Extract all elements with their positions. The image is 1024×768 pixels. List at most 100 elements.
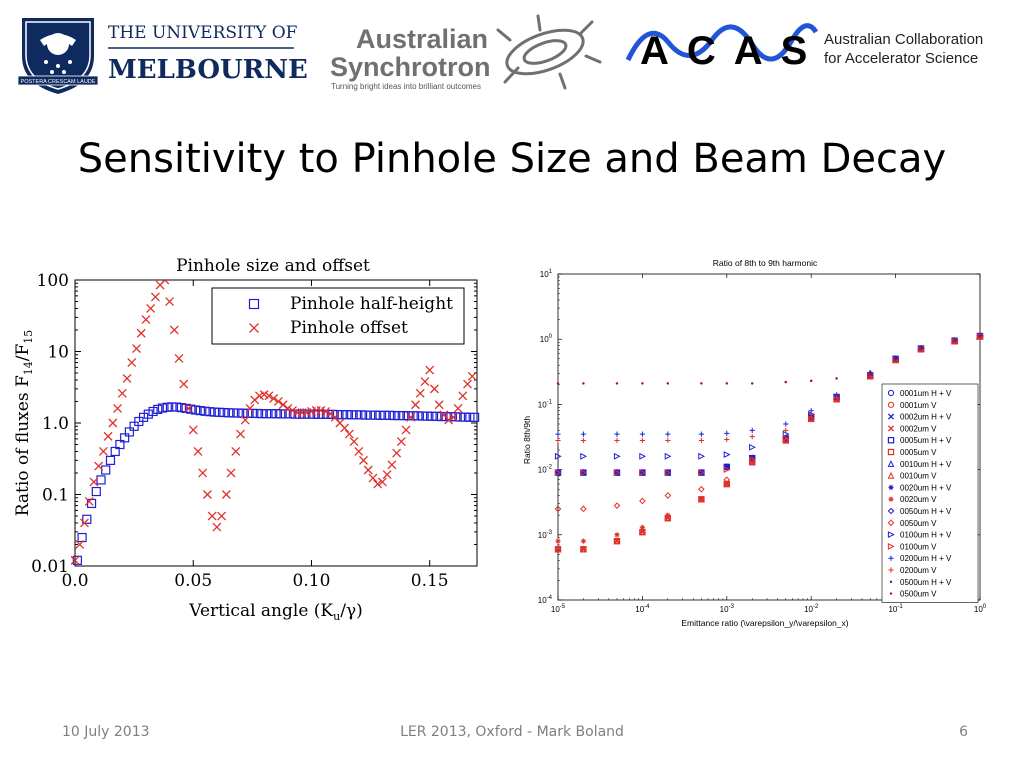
data-point bbox=[580, 431, 587, 437]
data-point bbox=[580, 469, 588, 476]
synchrotron-ring-icon bbox=[496, 14, 602, 90]
data-point bbox=[103, 431, 113, 441]
legend-box bbox=[211, 287, 465, 345]
data-point bbox=[554, 545, 562, 553]
legend-label: Pinhole half-height bbox=[290, 294, 453, 314]
legend-label: 0005um H + V bbox=[900, 436, 952, 445]
data-point bbox=[555, 437, 561, 444]
data-point bbox=[162, 402, 172, 412]
data-point bbox=[639, 469, 647, 476]
unimelb-crest-motto: POSTERA CRESCAM LAUDE bbox=[21, 79, 96, 85]
data-point bbox=[207, 511, 217, 521]
legend-label: 0200um H + V bbox=[900, 554, 952, 563]
acas-logo-text: ACAS bbox=[640, 29, 825, 73]
legend-label: 0010um H + V bbox=[900, 460, 952, 469]
data-point bbox=[160, 280, 170, 285]
slide-title: Sensitivity to Pinhole Size and Beam Dec… bbox=[77, 136, 947, 182]
data-point bbox=[724, 436, 730, 443]
data-point bbox=[639, 524, 645, 530]
data-point bbox=[351, 410, 361, 420]
data-point bbox=[555, 469, 561, 476]
data-point bbox=[748, 454, 756, 462]
data-point bbox=[181, 403, 191, 414]
y-axis-label-sub1: 14 bbox=[22, 361, 35, 375]
pinhole-chart-plot-area: 0.01 0.1 1.0 10 100 0.0 0.05 0.10 0.15 Pinhole ha… bbox=[31, 271, 480, 591]
data-point bbox=[665, 469, 671, 476]
data-points bbox=[554, 332, 984, 553]
data-point bbox=[418, 411, 428, 421]
data-point bbox=[401, 425, 411, 435]
data-point bbox=[664, 452, 672, 460]
legend-label: 0001um H + V bbox=[900, 389, 952, 398]
data-point bbox=[425, 365, 435, 375]
data-point bbox=[614, 469, 620, 476]
data-point bbox=[807, 413, 815, 420]
data-point bbox=[172, 402, 182, 412]
harmonic-chart-y-axis-label: Ratio 8th/9th bbox=[522, 416, 532, 464]
data-point bbox=[247, 408, 257, 419]
data-point bbox=[368, 473, 378, 483]
data-point bbox=[205, 407, 215, 417]
data-point bbox=[749, 443, 756, 451]
synchrotron-line1: Australian bbox=[356, 24, 488, 54]
data-point bbox=[698, 469, 706, 476]
y-axis-label-sub2: 15 bbox=[22, 330, 35, 344]
y-tick-label: 100 bbox=[540, 334, 553, 344]
data-point bbox=[415, 388, 425, 398]
y-tick-label: 10-1 bbox=[538, 399, 553, 409]
legend-marker bbox=[887, 437, 895, 444]
legend-label: 0020um H + V bbox=[900, 483, 952, 492]
harmonic-chart-plot-area: 10-5 10-4 10-3 10-2 10-1 10010-410-310-210-11… bbox=[538, 269, 987, 614]
data-point bbox=[639, 469, 645, 476]
data-point bbox=[582, 382, 585, 385]
data-point bbox=[212, 522, 222, 532]
data-point bbox=[698, 431, 704, 437]
footer-page-number: 6 bbox=[959, 724, 968, 740]
data-point bbox=[276, 409, 286, 419]
y-axis-label-mid: /F bbox=[13, 344, 33, 362]
data-point bbox=[344, 429, 354, 439]
data-point bbox=[359, 455, 368, 465]
data-point bbox=[580, 437, 587, 444]
legend-marker bbox=[887, 389, 895, 397]
data-point bbox=[639, 452, 647, 460]
data-point bbox=[810, 379, 813, 383]
data-point bbox=[580, 469, 587, 476]
header-logos-svg: POSTERA CRESCAM LAUDE THE UNIVERSITY OF … bbox=[17, 14, 983, 94]
data-point bbox=[96, 475, 106, 485]
data-point bbox=[75, 540, 85, 549]
data-point bbox=[698, 452, 706, 460]
data-point bbox=[219, 407, 229, 418]
data-point bbox=[919, 348, 923, 351]
data-point bbox=[82, 514, 92, 524]
data-point bbox=[169, 325, 179, 335]
x-tick-label: 100 bbox=[974, 604, 987, 614]
y-axis-label-text: Ratio of fluxes F bbox=[13, 375, 33, 516]
legend: 0001um H + V 0001um V 0002um H + V 0002um V… bbox=[881, 383, 979, 603]
data-point bbox=[356, 410, 366, 420]
data-point bbox=[749, 427, 755, 433]
data-point bbox=[751, 382, 754, 385]
data-point bbox=[639, 497, 646, 505]
data-point bbox=[167, 402, 177, 412]
x-tick-label: 0.0 bbox=[61, 571, 88, 591]
data-point bbox=[257, 409, 267, 419]
data-point bbox=[72, 555, 82, 565]
data-point bbox=[808, 411, 814, 418]
y-tick-label: 101 bbox=[540, 269, 553, 279]
data-point bbox=[808, 415, 815, 423]
data-point bbox=[380, 410, 390, 420]
data-point bbox=[432, 411, 442, 421]
data-point bbox=[613, 452, 621, 460]
legend-marker bbox=[888, 496, 894, 502]
data-point bbox=[202, 490, 212, 499]
data-point bbox=[867, 373, 873, 379]
data-point bbox=[132, 344, 141, 353]
data-point bbox=[665, 437, 671, 444]
data-point bbox=[165, 297, 175, 306]
data-point bbox=[330, 412, 340, 422]
data-point bbox=[191, 405, 201, 415]
x-tick-label: 0.10 bbox=[293, 571, 331, 591]
data-point bbox=[700, 382, 703, 385]
data-point bbox=[261, 409, 272, 419]
